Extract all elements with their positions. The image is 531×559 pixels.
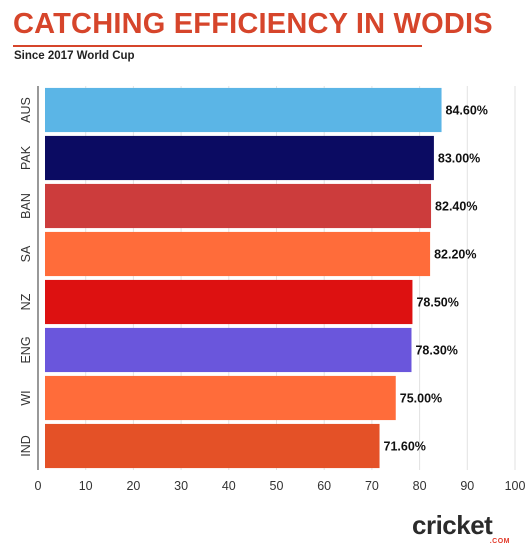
chart-title: CATCHING EFFICIENCY IN WODIS <box>13 8 493 40</box>
x-tick-label: 90 <box>460 479 474 493</box>
chart-subtitle: Since 2017 World Cup <box>14 50 135 62</box>
category-label: BAN <box>19 193 33 219</box>
value-label: 83.00% <box>438 152 480 166</box>
x-tick-label: 100 <box>505 479 526 493</box>
cricket-logo: cricket .COM <box>412 510 512 545</box>
value-label: 78.30% <box>415 344 457 358</box>
value-label: 71.60% <box>384 440 426 454</box>
bar-aus <box>45 87 442 133</box>
bar-eng <box>45 327 412 373</box>
value-label: 78.50% <box>416 296 458 310</box>
category-label: IND <box>19 435 33 457</box>
x-tick-label: 0 <box>35 479 42 493</box>
category-label: ENG <box>19 336 33 363</box>
x-tick-label: 20 <box>126 479 140 493</box>
x-tick-label: 50 <box>270 479 284 493</box>
category-label: SA <box>19 245 33 262</box>
value-label: 75.00% <box>400 392 442 406</box>
category-label: WI <box>19 390 33 405</box>
x-tick-label: 10 <box>79 479 93 493</box>
value-label: 82.40% <box>435 200 477 214</box>
logo-wordmark: cricket <box>412 510 493 540</box>
bar-pak <box>45 135 434 181</box>
title-underline <box>13 45 422 47</box>
x-tick-label: 40 <box>222 479 236 493</box>
category-label: NZ <box>19 293 33 310</box>
chart-value-labels: 84.60% 83.00% 82.40% 82.20% 78.50% 78.30% 75.0… <box>384 104 488 454</box>
x-tick-label: 70 <box>365 479 379 493</box>
bar-ind <box>45 423 380 469</box>
bar-sa <box>45 231 431 277</box>
chart-category-labels: AUS PAK BAN SA NZ ENG WI IND <box>19 97 33 457</box>
chart-x-tick-labels: 0 10 20 30 40 50 60 70 80 90 100 <box>35 479 526 493</box>
value-label: 84.60% <box>446 104 488 118</box>
x-tick-label: 80 <box>413 479 427 493</box>
bar-nz <box>45 279 413 325</box>
bar-ban <box>45 183 432 229</box>
category-label: AUS <box>19 97 33 123</box>
x-tick-label: 30 <box>174 479 188 493</box>
value-label: 82.20% <box>434 248 476 262</box>
chart-bars <box>45 87 442 469</box>
bar-wi <box>45 375 396 421</box>
category-label: PAK <box>19 145 33 170</box>
logo-domain: .COM <box>489 538 510 545</box>
x-tick-label: 60 <box>317 479 331 493</box>
